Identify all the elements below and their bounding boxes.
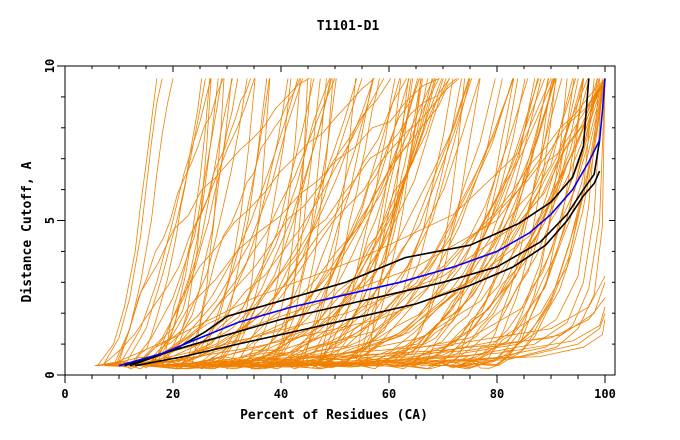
x-tick-label: 60 xyxy=(382,387,396,401)
bundle-line xyxy=(409,78,579,370)
early-steep-7-line xyxy=(134,78,233,366)
bundle-line xyxy=(413,78,600,369)
mid-steep-1-line xyxy=(145,78,303,367)
bundle-line xyxy=(394,78,606,367)
bundle-line xyxy=(452,78,606,369)
x-axis-label: Percent of Residues (CA) xyxy=(240,408,428,423)
bundle-line xyxy=(131,78,203,366)
mid-steep-8-line xyxy=(216,78,536,367)
bundle-line xyxy=(457,78,568,369)
bundle-line xyxy=(444,78,555,367)
bundle-line xyxy=(149,78,392,367)
wide-4-line xyxy=(108,78,552,367)
bottom-4-line xyxy=(226,313,606,367)
bundle-line xyxy=(139,78,239,367)
bundle-line xyxy=(297,78,420,367)
highlighted-model-line xyxy=(118,78,606,367)
bundle-line xyxy=(188,78,514,367)
wide-3-line xyxy=(140,78,584,367)
bottom-2-line xyxy=(172,282,606,367)
mid-steep-3-line xyxy=(162,78,363,367)
bundle-line xyxy=(462,78,557,367)
chart-title: T1101-D1 xyxy=(317,19,380,34)
bundle-line xyxy=(218,78,540,367)
reference-3-line xyxy=(135,170,601,367)
x-tick-label: 40 xyxy=(274,387,288,401)
bundle-line xyxy=(396,78,606,367)
bottom-6-line xyxy=(162,275,606,367)
wide-1-line xyxy=(118,78,563,367)
reference-1-line xyxy=(129,78,590,367)
bundle-line xyxy=(428,78,575,368)
early-steep-4-line xyxy=(118,78,212,366)
late-4-line xyxy=(334,78,603,367)
bundle-line xyxy=(101,78,255,367)
early-steep-1-line xyxy=(97,78,158,366)
bundle-line xyxy=(279,78,462,369)
late-3-line xyxy=(307,78,600,367)
bundle-line xyxy=(190,78,440,367)
bottom-5-line xyxy=(253,319,606,367)
bundle-line xyxy=(454,78,606,367)
mid-steep-7-line xyxy=(205,78,503,367)
early-steep-3-line xyxy=(113,78,174,366)
bottom-1-line xyxy=(145,297,606,367)
bundle-line xyxy=(319,78,450,366)
x-tick-label: 0 xyxy=(61,387,68,401)
x-tick-label: 100 xyxy=(594,387,616,401)
y-axis-label: Distance Cutoff, A xyxy=(20,161,35,302)
bundle-line xyxy=(365,78,422,366)
bundle-line xyxy=(235,78,460,366)
bundle-line xyxy=(191,78,301,366)
late-6-line xyxy=(388,78,606,367)
bundle-line xyxy=(350,78,606,367)
bundle-line xyxy=(390,78,606,367)
late-5-line xyxy=(361,78,606,367)
y-tick-label: 0 xyxy=(43,371,57,378)
bundle-line xyxy=(144,78,410,370)
bundle-line xyxy=(229,78,334,370)
bundle-line xyxy=(117,78,310,366)
early-steep-6-line xyxy=(124,78,206,366)
bundle-line xyxy=(438,78,606,366)
axis-ticks: 0 20 40 60 80 100 0 5 10 xyxy=(43,59,616,401)
x-tick-label: 20 xyxy=(166,387,180,401)
bundle-line xyxy=(262,78,546,367)
bundle-line xyxy=(278,78,555,369)
wide-2-line xyxy=(129,78,573,367)
x-tick-label: 80 xyxy=(490,387,504,401)
bundle-line xyxy=(188,78,268,367)
bundle-line xyxy=(354,78,412,366)
bundle-line xyxy=(457,78,585,367)
bottom-3-line xyxy=(199,306,606,367)
bundle-line xyxy=(300,78,420,366)
bundle-line xyxy=(165,78,225,367)
early-steep-2-line xyxy=(102,78,163,366)
bundle-line xyxy=(277,78,606,367)
bundle-line xyxy=(315,78,396,366)
y-tick-label: 5 xyxy=(43,217,57,224)
early-steep-5-line xyxy=(129,78,222,366)
reference-2-line xyxy=(124,140,601,367)
mid-steep-5-line xyxy=(183,78,433,367)
bundle-line xyxy=(152,78,375,366)
bundle-line xyxy=(121,78,232,367)
bundle-line xyxy=(403,78,515,367)
main-series-lines xyxy=(118,78,606,367)
y-tick-label: 10 xyxy=(43,59,57,73)
